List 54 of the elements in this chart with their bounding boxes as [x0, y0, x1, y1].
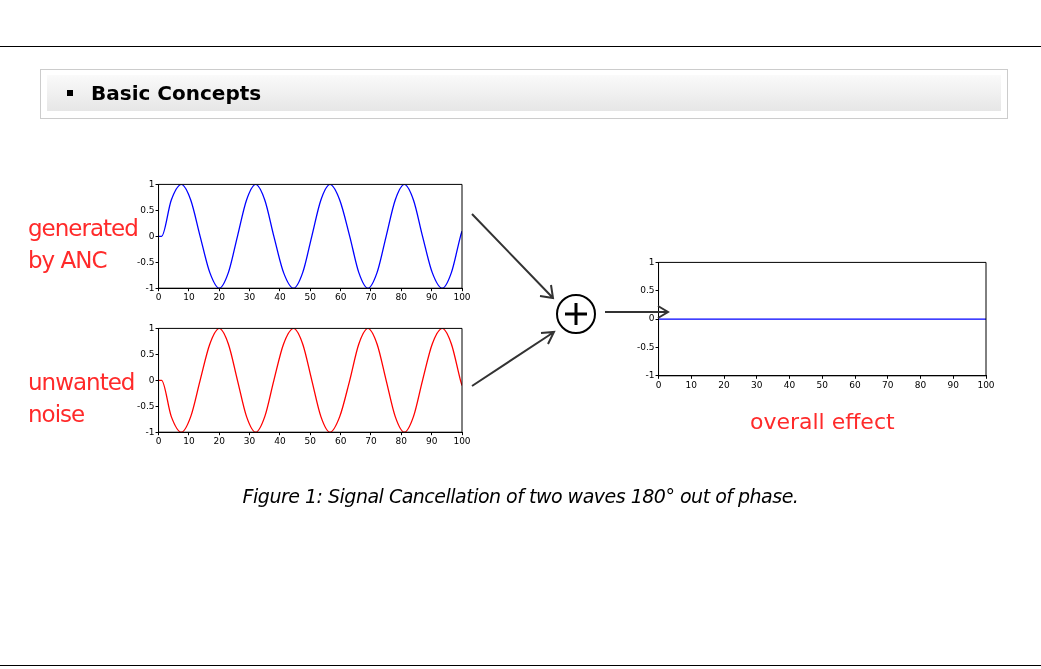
- x-tick-label: 40: [783, 379, 796, 390]
- x-tick-label: 10: [183, 435, 195, 446]
- x-tick-label: 50: [304, 435, 317, 446]
- x-tick-label: 30: [751, 379, 763, 390]
- x-tick-label: 20: [718, 379, 731, 390]
- x-tick-label: 90: [947, 379, 960, 390]
- x-tick-label: 80: [395, 435, 408, 446]
- x-tick-label: 100: [453, 435, 471, 446]
- y-tick-label: -0.5: [137, 256, 155, 267]
- x-tick-label: 20: [213, 435, 226, 446]
- x-tick-label: 30: [243, 291, 256, 302]
- caption: Figure 1: Signal Cancellation of two waves 180° out of phase.: [241, 485, 800, 507]
- x-tick-label: 100: [977, 379, 995, 390]
- x-tick-label: 40: [274, 435, 286, 446]
- line-series: [158, 328, 462, 433]
- x-tick-label: 20: [213, 291, 226, 302]
- line-series: [158, 184, 462, 289]
- x-tick-label: 50: [304, 291, 317, 302]
- text: unwanted noise: [28, 369, 135, 427]
- y-tick-label: 0.5: [640, 285, 655, 296]
- y-tick-label: -1: [145, 426, 155, 437]
- x-tick-label: 60: [849, 379, 862, 390]
- x-tick-label: 90: [425, 291, 438, 302]
- x-tick-label: 70: [365, 435, 377, 446]
- x-tick-label: 30: [243, 435, 256, 446]
- x-tick-label: 50: [816, 379, 829, 390]
- x-tick-label: 40: [274, 291, 286, 302]
- x-tick-label: 60: [334, 291, 347, 302]
- text: Basic Concepts: [91, 81, 262, 105]
- y-tick-label: 0.5: [140, 348, 155, 359]
- x-tick-label: 0: [155, 435, 162, 446]
- y-tick-label: 1: [148, 322, 155, 333]
- x-tick-label: 0: [155, 291, 162, 302]
- x-tick-label: 70: [882, 379, 894, 390]
- x-axis-title: overall effect: [749, 408, 895, 434]
- x-tick-label: 60: [334, 435, 347, 446]
- x-tick-label: 70: [365, 291, 377, 302]
- y-tick-label: -0.5: [137, 400, 155, 411]
- y-tick-label: -0.5: [637, 341, 655, 352]
- y-tick-label: -1: [145, 282, 155, 293]
- x-tick-label: 100: [453, 291, 471, 302]
- x-tick-label: 10: [183, 291, 195, 302]
- y-tick-label: 0: [148, 230, 155, 241]
- x-tick-label: 0: [655, 379, 662, 390]
- text: generated by ANC: [28, 215, 138, 273]
- x-tick-label: 10: [685, 379, 698, 390]
- y-tick-label: 1: [648, 256, 655, 267]
- y-tick-label: -1: [645, 370, 655, 381]
- x-tick-label: 80: [395, 291, 408, 302]
- y-tick-label: 0: [648, 313, 655, 324]
- x-tick-label: 90: [425, 435, 438, 446]
- y-tick-label: 1: [148, 178, 155, 189]
- x-tick-label: 80: [914, 379, 927, 390]
- y-tick-label: 0.5: [140, 204, 155, 215]
